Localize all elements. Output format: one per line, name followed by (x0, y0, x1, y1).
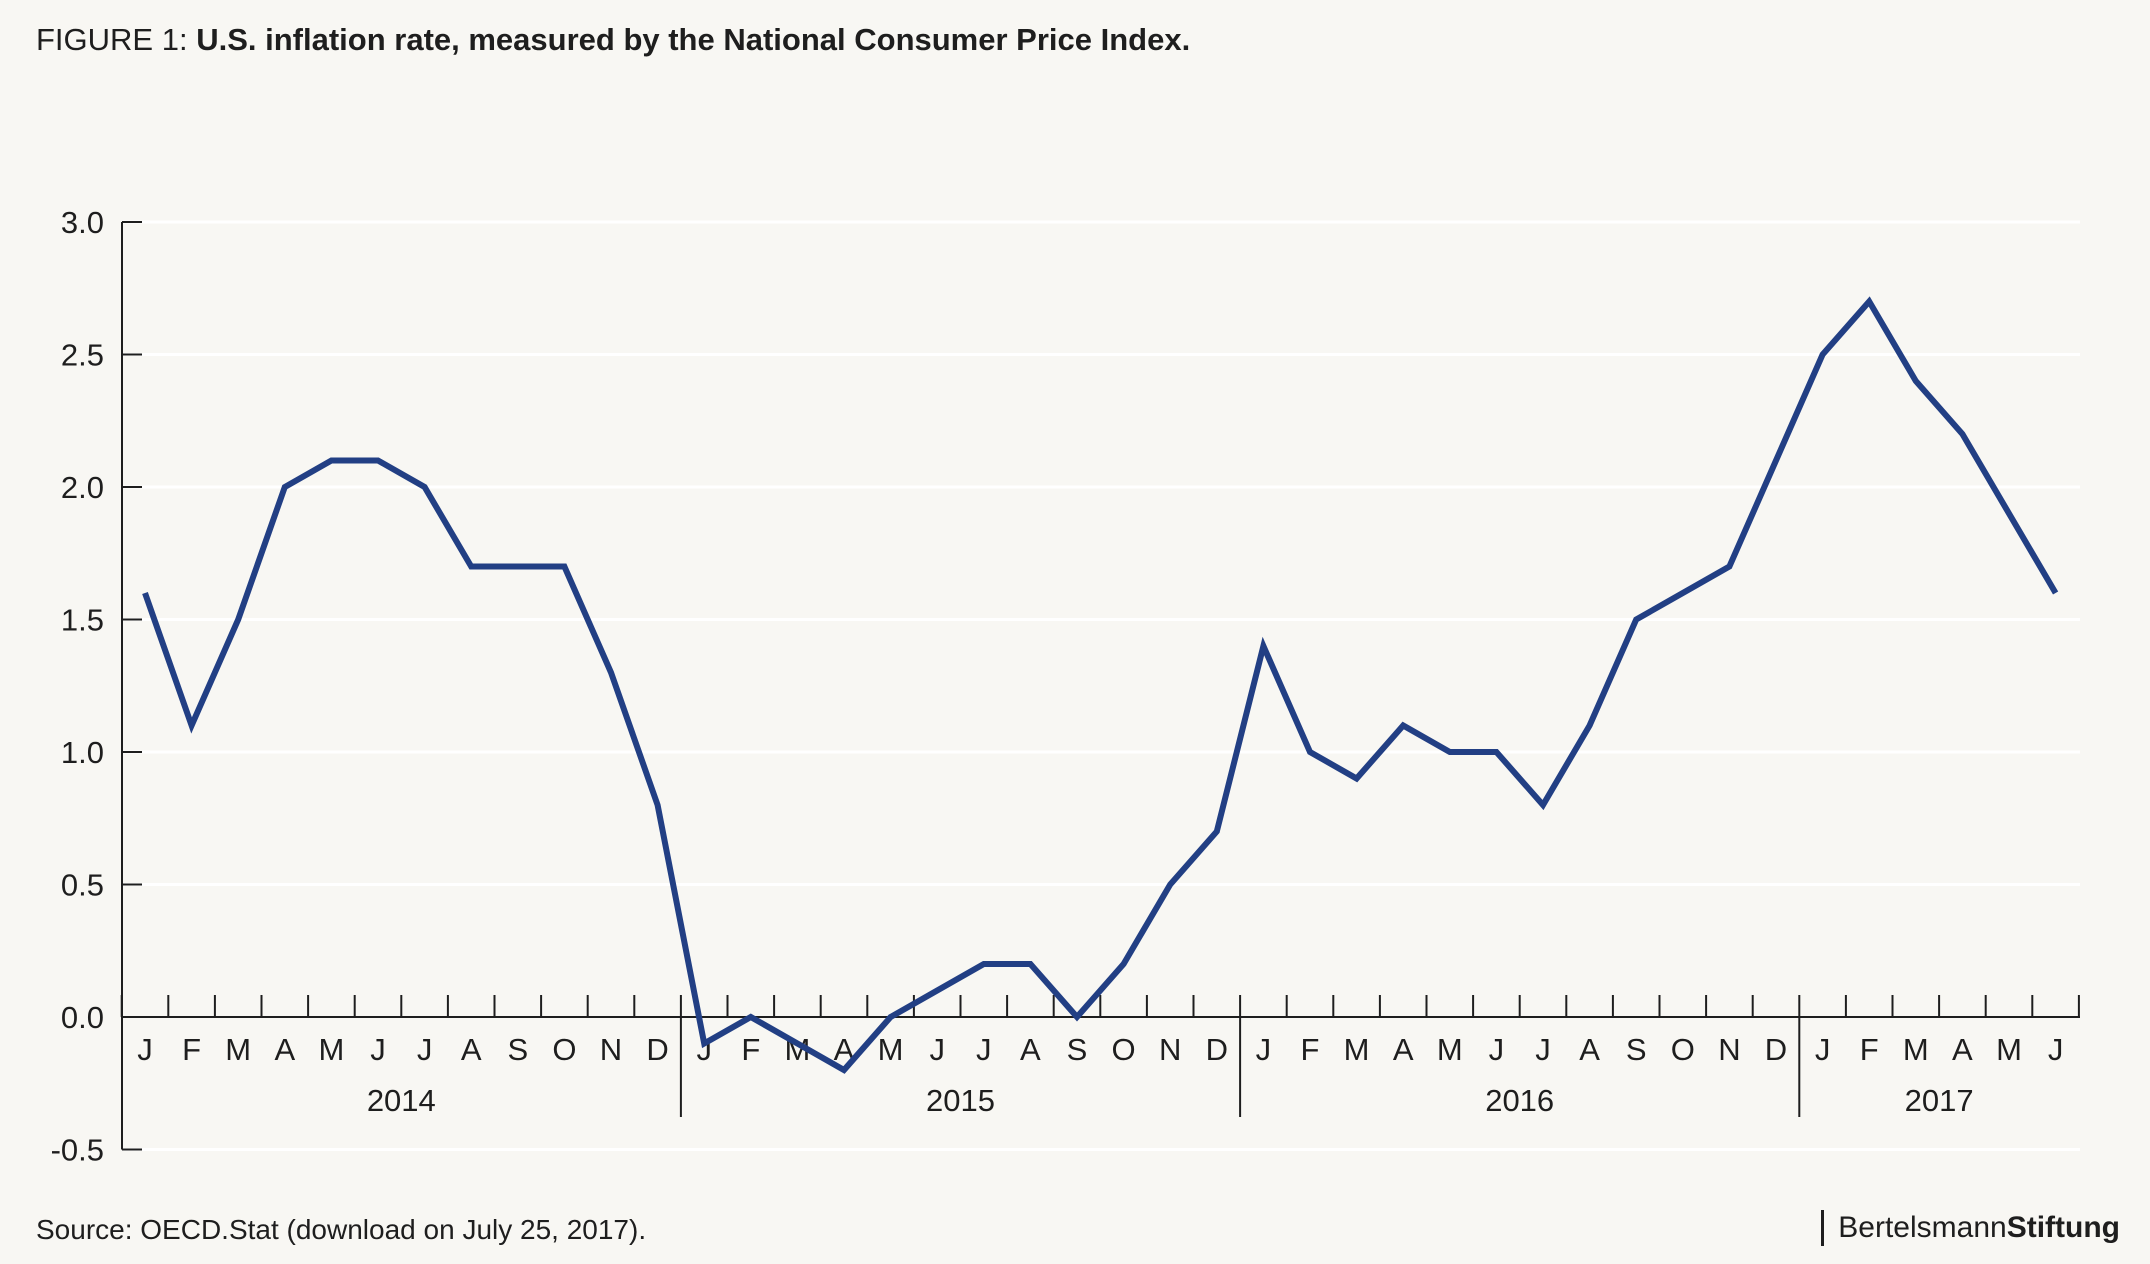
month-label: A (1020, 1032, 1041, 1067)
month-label: F (182, 1032, 201, 1067)
month-label: J (370, 1032, 386, 1067)
month-label: S (507, 1032, 528, 1067)
month-label: J (417, 1032, 433, 1067)
month-label: D (646, 1032, 668, 1067)
month-label: A (834, 1032, 855, 1067)
month-label: O (552, 1032, 576, 1067)
month-label: J (137, 1032, 153, 1067)
y-tick-label: 0.0 (61, 1000, 104, 1035)
month-label: J (1815, 1032, 1831, 1067)
month-label: N (600, 1032, 622, 1067)
month-label: M (1903, 1032, 1929, 1067)
year-label: 2017 (1905, 1083, 1974, 1118)
brand-bold: Stiftung (2006, 1211, 2120, 1244)
month-label: A (1952, 1032, 1973, 1067)
month-label: D (1765, 1032, 1787, 1067)
y-tick-label: 0.5 (61, 868, 104, 903)
figure-label: FIGURE 1: (36, 22, 188, 57)
month-label: O (1112, 1032, 1136, 1067)
month-label: S (1626, 1032, 1647, 1067)
month-label: D (1206, 1032, 1228, 1067)
month-label: A (274, 1032, 295, 1067)
month-label: F (1301, 1032, 1320, 1067)
source-note: Source: OECD.Stat (download on July 25, … (36, 1214, 647, 1245)
month-label: J (2048, 1032, 2064, 1067)
series-line-inflation-rate (142, 296, 2059, 1074)
y-tick-label: 2.0 (61, 470, 104, 505)
y-tick-label: 3.0 (61, 205, 104, 240)
y-tick-label: 1.5 (61, 603, 104, 638)
month-label: N (1718, 1032, 1740, 1067)
month-label: M (878, 1032, 904, 1067)
month-label: M (1344, 1032, 1370, 1067)
y-tick-label: 2.5 (61, 338, 104, 373)
y-tick-label: 1.0 (61, 735, 104, 770)
month-label: J (929, 1032, 945, 1067)
figure-title: FIGURE 1: U.S. inflation rate, measured … (36, 22, 1190, 58)
year-label: 2015 (926, 1083, 995, 1118)
month-label: M (225, 1032, 251, 1067)
month-label: J (1489, 1032, 1505, 1067)
brand-logo: BertelsmannStiftung (1821, 1210, 2120, 1246)
month-label: O (1671, 1032, 1695, 1067)
month-label: S (1067, 1032, 1088, 1067)
month-label: F (1860, 1032, 1879, 1067)
month-label: M (1996, 1032, 2022, 1067)
month-label: A (461, 1032, 482, 1067)
month-label: A (1579, 1032, 1600, 1067)
month-label: F (741, 1032, 760, 1067)
month-label: J (1535, 1032, 1551, 1067)
month-label: J (1256, 1032, 1272, 1067)
month-label: J (976, 1032, 992, 1067)
brand-regular: Bertelsmann (1838, 1211, 2007, 1244)
year-label: 2016 (1485, 1083, 1554, 1118)
month-label: M (318, 1032, 344, 1067)
y-tick-label: -0.5 (51, 1133, 104, 1168)
year-label: 2014 (367, 1083, 436, 1118)
month-label: A (1393, 1032, 1414, 1067)
month-label: M (1437, 1032, 1463, 1067)
month-label: N (1159, 1032, 1181, 1067)
chart-title: U.S. inflation rate, measured by the Nat… (196, 22, 1191, 57)
